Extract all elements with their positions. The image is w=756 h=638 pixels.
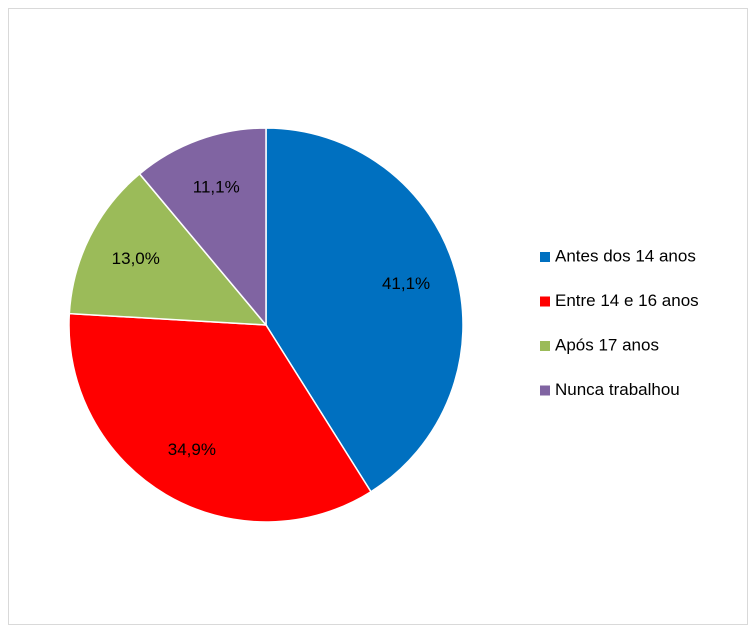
- legend-swatch: [540, 385, 550, 396]
- pie-slice: [265, 127, 464, 493]
- legend-label: Nunca trabalhou: [555, 380, 680, 399]
- legend-swatch: [540, 296, 550, 307]
- pie-slice: [68, 172, 268, 326]
- data-label: 34,9%: [168, 440, 216, 459]
- data-label: 11,1%: [193, 177, 240, 196]
- data-label: 41,1%: [382, 274, 430, 293]
- pie-slice: [138, 127, 267, 328]
- data-label: 13,0%: [112, 249, 160, 268]
- legend-swatch: [540, 252, 550, 262]
- legend-label: Após 17 anos: [555, 335, 659, 354]
- legend-label: Entre 14 e 16 anos: [555, 291, 699, 310]
- legend-swatch: [540, 341, 550, 351]
- legend-label: Antes dos 14 anos: [555, 246, 696, 265]
- pie-slice: [68, 312, 372, 523]
